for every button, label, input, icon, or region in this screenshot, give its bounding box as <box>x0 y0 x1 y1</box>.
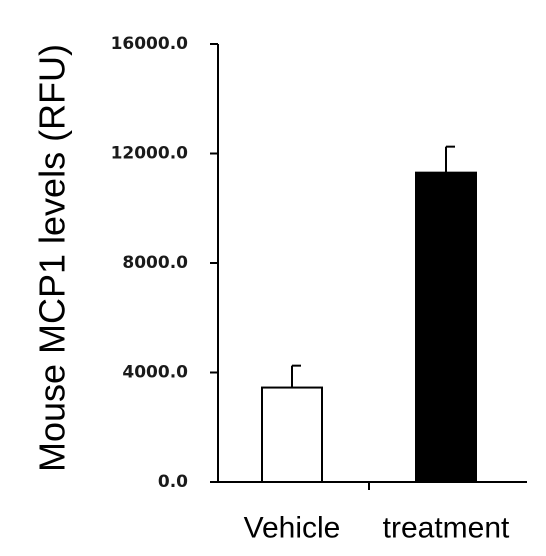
y-axis-title-group: Mouse MCP1 levels (RFU) <box>32 44 73 472</box>
y-axis-title: Mouse MCP1 levels (RFU) <box>32 44 73 472</box>
bar-vehicle <box>261 386 323 483</box>
y-tick-label: 12000.0 <box>111 144 189 164</box>
y-tick-label: 8000.0 <box>122 253 188 273</box>
y-tick-label: 16000.0 <box>111 34 189 54</box>
x-category-label: treatment <box>383 512 510 545</box>
y-axis-ticks: 0.0 4000.0 8000.0 12000.0 16000.0 <box>111 34 218 492</box>
x-axis-labels: Vehicle treatment <box>244 512 510 545</box>
y-tick-label: 0.0 <box>158 472 188 492</box>
error-bars <box>291 145 455 388</box>
bar-treatment <box>415 171 477 483</box>
y-tick-label: 4000.0 <box>122 363 188 383</box>
bars <box>261 171 477 483</box>
x-category-label: Vehicle <box>244 512 341 545</box>
